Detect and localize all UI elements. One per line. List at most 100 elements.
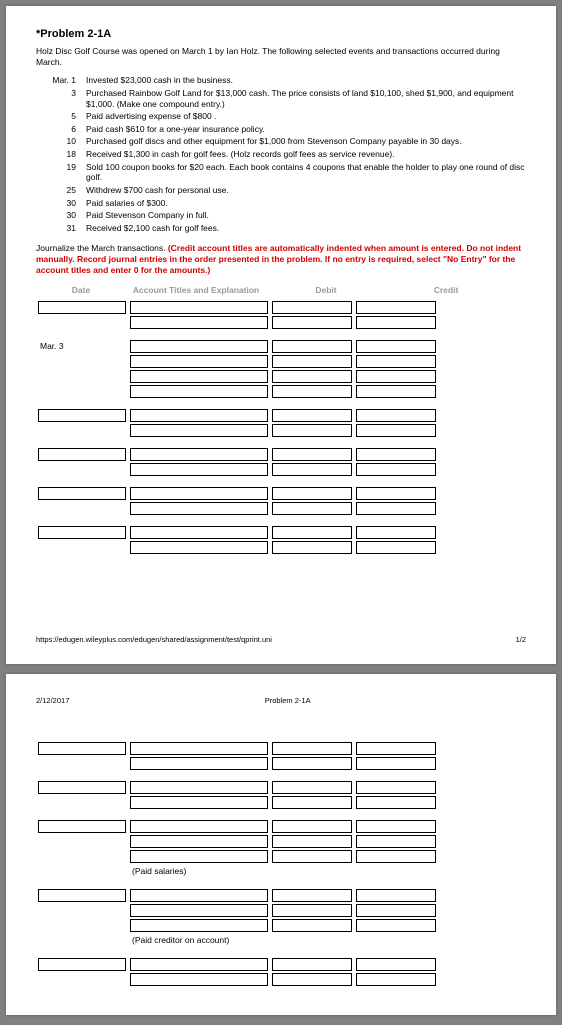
debit-input[interactable]	[272, 355, 352, 368]
account-input[interactable]	[130, 973, 268, 986]
credit-input[interactable]	[356, 889, 436, 902]
account-input[interactable]	[130, 502, 268, 515]
debit-input[interactable]	[272, 919, 352, 932]
account-input[interactable]	[130, 316, 268, 329]
date-input[interactable]	[38, 781, 126, 794]
debit-input[interactable]	[272, 958, 352, 971]
debit-input[interactable]	[272, 904, 352, 917]
credit-input[interactable]	[356, 502, 436, 515]
debit-input[interactable]	[272, 301, 352, 314]
account-input[interactable]	[130, 355, 268, 368]
account-input[interactable]	[130, 742, 268, 755]
account-input[interactable]	[130, 487, 268, 500]
debit-input[interactable]	[272, 889, 352, 902]
credit-input[interactable]	[356, 385, 436, 398]
account-input[interactable]	[130, 835, 268, 848]
credit-input[interactable]	[356, 370, 436, 383]
credit-input[interactable]	[356, 835, 436, 848]
date-input[interactable]	[38, 958, 126, 971]
journal-entry-group	[36, 740, 438, 771]
credit-input[interactable]	[356, 850, 436, 863]
account-input[interactable]	[130, 919, 268, 932]
debit-input[interactable]	[272, 781, 352, 794]
debit-input[interactable]	[272, 820, 352, 833]
transaction-desc: Purchased Rainbow Golf Land for $13,000 …	[86, 88, 526, 109]
journal-entry-group	[36, 524, 438, 555]
credit-input[interactable]	[356, 541, 436, 554]
account-input[interactable]	[130, 850, 268, 863]
debit-input[interactable]	[272, 541, 352, 554]
journal-header-row: Date Account Titles and Explanation Debi…	[36, 285, 526, 295]
transaction-row: 18Received $1,300 in cash for golf fees.…	[36, 149, 526, 160]
debit-input[interactable]	[272, 973, 352, 986]
account-input[interactable]	[130, 958, 268, 971]
credit-input[interactable]	[356, 526, 436, 539]
debit-input[interactable]	[272, 757, 352, 770]
credit-input[interactable]	[356, 757, 436, 770]
debit-input[interactable]	[272, 487, 352, 500]
account-input[interactable]	[130, 385, 268, 398]
credit-input[interactable]	[356, 340, 436, 353]
credit-input[interactable]	[356, 742, 436, 755]
account-input[interactable]	[130, 820, 268, 833]
account-input[interactable]	[130, 781, 268, 794]
credit-input[interactable]	[356, 424, 436, 437]
page1-footer: https://edugen.wileyplus.com/edugen/shar…	[36, 635, 526, 644]
journal-entries-page2: (Paid salaries)(Paid creditor on account…	[36, 740, 526, 987]
credit-input[interactable]	[356, 448, 436, 461]
account-input[interactable]	[130, 541, 268, 554]
journal-entry-group	[36, 299, 438, 330]
debit-input[interactable]	[272, 316, 352, 329]
credit-input[interactable]	[356, 463, 436, 476]
account-input[interactable]	[130, 904, 268, 917]
date-input[interactable]	[38, 820, 126, 833]
debit-input[interactable]	[272, 463, 352, 476]
account-input[interactable]	[130, 526, 268, 539]
debit-input[interactable]	[272, 424, 352, 437]
debit-input[interactable]	[272, 409, 352, 422]
credit-input[interactable]	[356, 781, 436, 794]
transaction-row: 6Paid cash $610 for a one-year insurance…	[36, 124, 526, 135]
credit-input[interactable]	[356, 958, 436, 971]
date-input[interactable]	[38, 889, 126, 902]
debit-input[interactable]	[272, 835, 352, 848]
debit-input[interactable]	[272, 370, 352, 383]
account-input[interactable]	[130, 796, 268, 809]
account-input[interactable]	[130, 463, 268, 476]
account-input[interactable]	[130, 370, 268, 383]
account-input[interactable]	[130, 301, 268, 314]
account-input[interactable]	[130, 409, 268, 422]
credit-input[interactable]	[356, 919, 436, 932]
debit-input[interactable]	[272, 502, 352, 515]
debit-input[interactable]	[272, 850, 352, 863]
debit-input[interactable]	[272, 448, 352, 461]
debit-input[interactable]	[272, 796, 352, 809]
account-input[interactable]	[130, 757, 268, 770]
debit-input[interactable]	[272, 385, 352, 398]
date-input[interactable]	[38, 448, 126, 461]
date-input[interactable]	[38, 409, 126, 422]
credit-input[interactable]	[356, 820, 436, 833]
date-input[interactable]	[38, 742, 126, 755]
account-input[interactable]	[130, 889, 268, 902]
account-input[interactable]	[130, 424, 268, 437]
credit-input[interactable]	[356, 409, 436, 422]
credit-input[interactable]	[356, 355, 436, 368]
credit-input[interactable]	[356, 796, 436, 809]
credit-input[interactable]	[356, 487, 436, 500]
journal-entry-group: (Paid salaries)	[36, 818, 438, 879]
date-input[interactable]	[38, 526, 126, 539]
debit-input[interactable]	[272, 526, 352, 539]
account-input[interactable]	[130, 448, 268, 461]
date-input[interactable]	[38, 487, 126, 500]
credit-input[interactable]	[356, 904, 436, 917]
credit-input[interactable]	[356, 973, 436, 986]
debit-input[interactable]	[272, 340, 352, 353]
journal-entries-page1: Mar. 3	[36, 299, 526, 555]
transaction-desc: Paid Stevenson Company in full.	[86, 210, 526, 221]
credit-input[interactable]	[356, 316, 436, 329]
debit-input[interactable]	[272, 742, 352, 755]
date-input[interactable]	[38, 301, 126, 314]
account-input[interactable]	[130, 340, 268, 353]
credit-input[interactable]	[356, 301, 436, 314]
